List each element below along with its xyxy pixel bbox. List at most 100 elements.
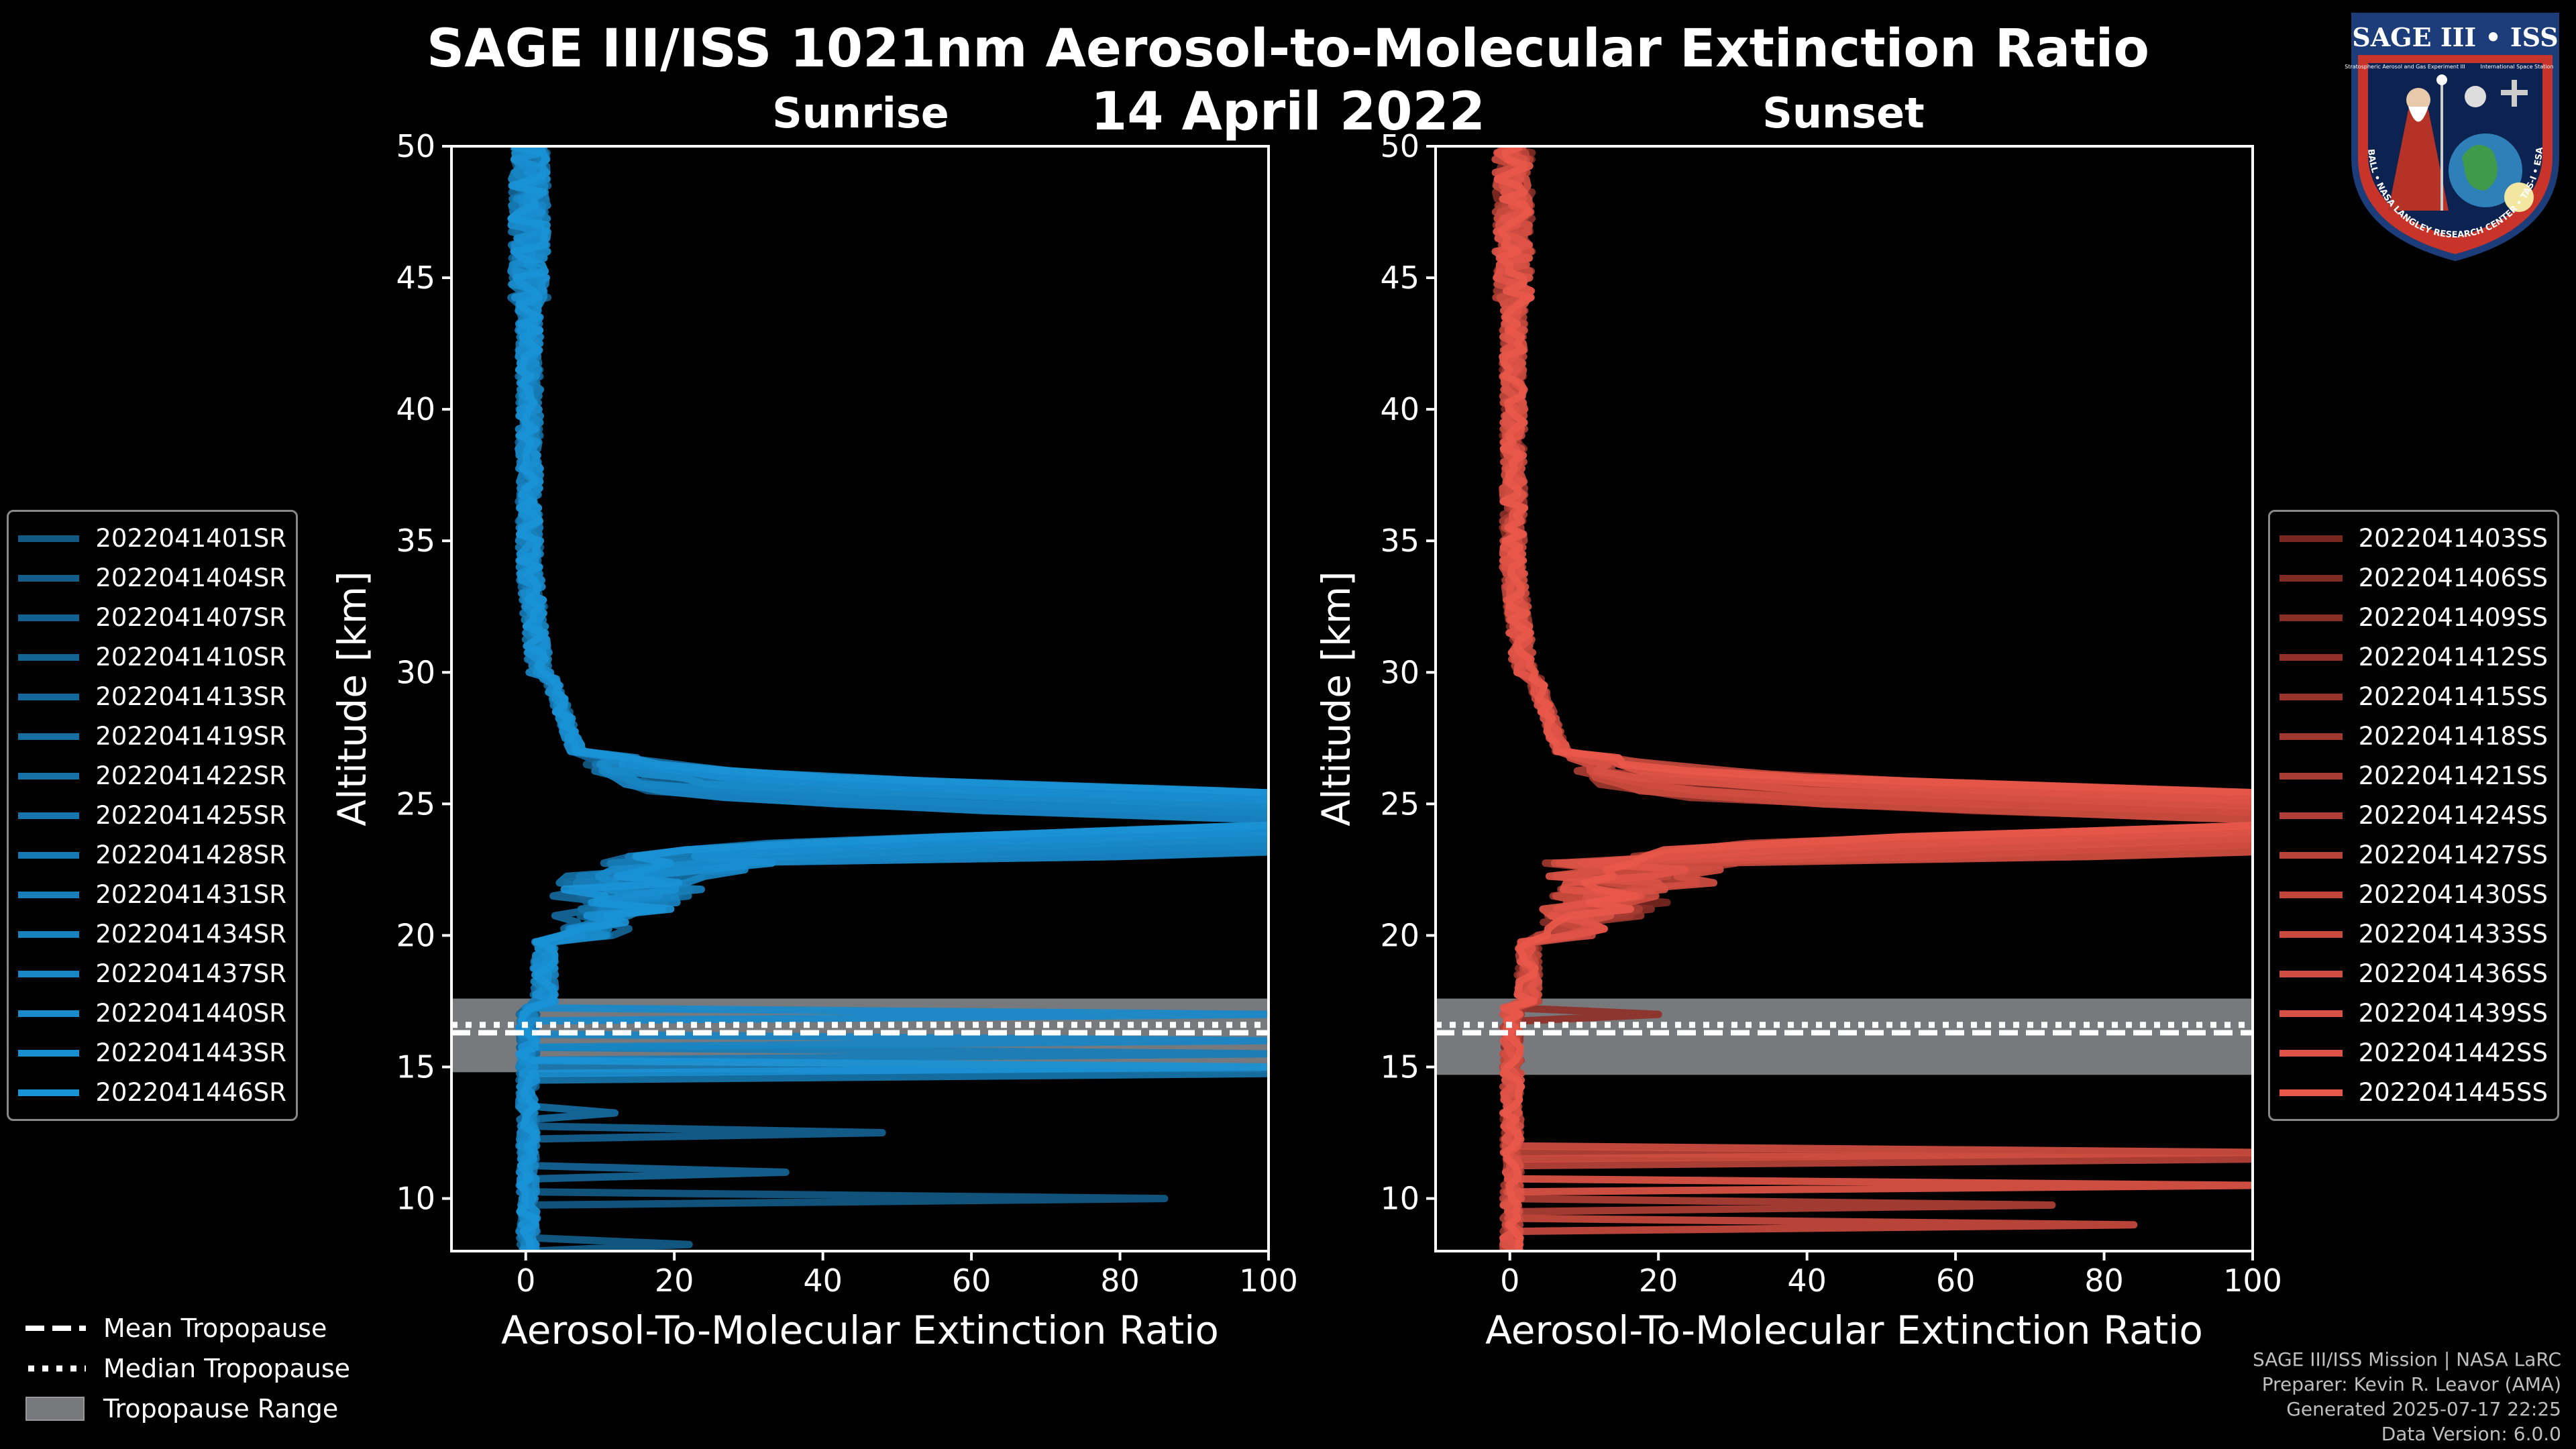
legend-entry: 2022041415SS — [2279, 677, 2548, 716]
legend-line-icon — [2279, 970, 2343, 977]
legend-sunset: 2022041403SS 2022041406SS 2022041409SS 2022… — [2268, 510, 2559, 1121]
y-tick-label: 40 — [1380, 391, 1419, 427]
legend-label: 2022041433SS — [2358, 920, 2548, 949]
y-tick-label: 35 — [396, 523, 435, 559]
profile-line-2022041446SR — [507, 146, 1269, 1251]
y-tick-label: 20 — [1380, 917, 1419, 953]
profile-line-2022041407SR — [508, 146, 1269, 1251]
legend-label: 2022041413SR — [95, 682, 286, 711]
y-tick-label: 50 — [1380, 128, 1419, 164]
y-tick-label: 10 — [1380, 1181, 1419, 1217]
chart-date: 14 April 2022 — [1090, 82, 1486, 142]
legend-entry: 2022041403SS — [2279, 519, 2548, 558]
tropopause-legend: Mean Tropopause Median Tropopause Tropop… — [25, 1308, 350, 1429]
legend-line-icon — [18, 574, 80, 582]
legend-line-icon — [2279, 891, 2343, 898]
legend-label: 2022041434SR — [95, 920, 286, 949]
legend-median-label: Median Tropopause — [103, 1354, 350, 1383]
legend-label: 2022041404SR — [95, 564, 286, 592]
legend-label: 2022041415SS — [2358, 682, 2548, 711]
legend-entry: 2022041443SR — [18, 1033, 286, 1073]
legend-label: 2022041407SR — [95, 603, 286, 632]
legend-line-icon — [18, 693, 80, 700]
legend-entry: 2022041413SR — [18, 677, 286, 716]
profile-line-2022041428SR — [508, 146, 1269, 1251]
plot-area-sunset: 0 20 40 60 80 100 10 15 20 25 30 35 40 45 50 Aerosol-To… — [1313, 128, 2282, 1353]
profile-line-2022041401SR — [507, 146, 1269, 1251]
logo-top-text: SAGE III • ISS — [2352, 22, 2558, 52]
y-tick-label: 40 — [396, 391, 435, 427]
profile-line-2022041413SR — [507, 146, 1269, 1251]
legend-entry: 2022041434SR — [18, 914, 286, 954]
legend-label: 2022041427SS — [2358, 841, 2548, 869]
plot-frame — [450, 145, 1270, 1252]
legend-entry: 2022041442SS — [2279, 1033, 2548, 1073]
legend-entry: 2022041412SS — [2279, 637, 2548, 677]
footer-line: SAGE III/ISS Mission | NASA LaRC — [2253, 1348, 2561, 1371]
legend-label: 2022041419SR — [95, 722, 286, 751]
profile-line-2022041410SR — [507, 146, 1269, 1251]
plot-frame — [1434, 145, 2254, 1252]
legend-entry: 2022041425SR — [18, 796, 286, 835]
panel-title-sunset: Sunset — [1762, 89, 1925, 138]
legend-entry: 2022041424SS — [2279, 796, 2548, 835]
legend-line-icon — [2279, 574, 2343, 582]
x-tick-label: 20 — [655, 1263, 694, 1299]
legend-line-icon — [18, 1089, 80, 1096]
legend-label: 2022041431SR — [95, 880, 286, 909]
y-tick-label: 20 — [396, 917, 435, 953]
footer-line: Preparer: Kevin R. Leavor (AMA) — [2261, 1373, 2561, 1395]
legend-label: 2022041409SS — [2358, 603, 2548, 632]
legend-entry: 2022041427SS — [2279, 835, 2548, 875]
footer-line: Data Version: 6.0.0 — [2381, 1423, 2561, 1445]
legend-line-icon — [18, 535, 80, 542]
legend-label: 2022041439SS — [2358, 999, 2548, 1028]
legend-median-tropopause: Median Tropopause — [25, 1348, 350, 1389]
legend-line-icon — [18, 1049, 80, 1057]
legend-entry: 2022041430SS — [2279, 875, 2548, 914]
legend-entry: 2022041421SS — [2279, 756, 2548, 796]
legend-line-icon — [18, 733, 80, 740]
legend-entry: 2022041401SR — [18, 519, 286, 558]
y-tick-label: 25 — [1380, 786, 1419, 822]
y-tick-label: 10 — [396, 1181, 435, 1217]
legend-entry: 2022041431SR — [18, 875, 286, 914]
legend-entry: 2022041418SS — [2279, 716, 2548, 756]
profile-line-2022041431SR — [508, 146, 1269, 1251]
legend-mean-label: Mean Tropopause — [103, 1313, 327, 1343]
profile-line-2022041425SR — [508, 146, 1269, 1251]
legend-entry: 2022041409SS — [2279, 598, 2548, 637]
legend-entry: 2022041440SR — [18, 994, 286, 1033]
legend-label: 2022041418SS — [2358, 722, 2548, 751]
legend-entry: 2022041422SR — [18, 756, 286, 796]
y-tick-label: 25 — [396, 786, 435, 822]
legend-entry: 2022041446SR — [18, 1073, 286, 1112]
dashed-line-icon — [25, 1316, 86, 1340]
legend-line-icon — [2279, 930, 2343, 938]
legend-label: 2022041437SR — [95, 959, 286, 988]
legend-label: 2022041421SS — [2358, 761, 2548, 790]
x-tick-label: 60 — [952, 1263, 991, 1299]
x-tick-label: 20 — [1639, 1263, 1678, 1299]
dotted-line-icon — [25, 1356, 86, 1381]
legend-label: 2022041436SS — [2358, 959, 2548, 988]
x-tick-label: 0 — [516, 1263, 535, 1299]
y-tick-label: 50 — [396, 128, 435, 164]
legend-label: 2022041422SR — [95, 761, 286, 790]
legend-label: 2022041401SR — [95, 524, 286, 553]
y-tick-label: 30 — [396, 654, 435, 690]
footer-credits: SAGE III/ISS Mission | NASA LaRC Prepare… — [2253, 1347, 2561, 1446]
legend-entry: 2022041433SS — [2279, 914, 2548, 954]
legend-label: 2022041412SS — [2358, 643, 2548, 672]
legend-range-label: Tropopause Range — [103, 1394, 339, 1424]
x-axis-label: Aerosol-To-Molecular Extinction Ratio — [501, 1307, 1219, 1353]
legend-entry: 2022041404SR — [18, 558, 286, 598]
legend-entry: 2022041406SS — [2279, 558, 2548, 598]
y-tick-label: 45 — [1380, 260, 1419, 296]
legend-line-icon — [18, 772, 80, 780]
y-tick-label: 30 — [1380, 654, 1419, 690]
profile-line-2022041434SR — [510, 146, 1269, 1251]
x-tick-label: 100 — [2223, 1263, 2282, 1299]
legend-line-icon — [2279, 1010, 2343, 1017]
